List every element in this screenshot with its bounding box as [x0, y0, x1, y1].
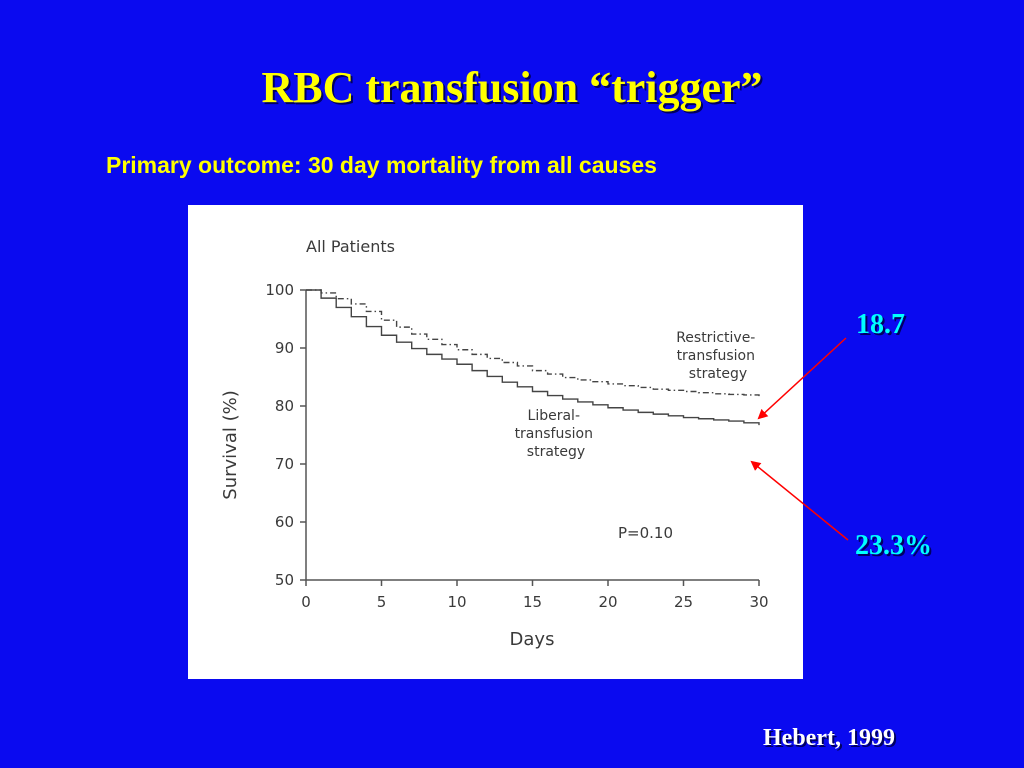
x-tick-label: 30 [749, 593, 768, 611]
x-tick-label: 20 [598, 593, 617, 611]
y-tick-label: 90 [275, 339, 294, 357]
citation: Hebert, 1999 [763, 725, 895, 751]
liberal-label-line: Liberal- [528, 408, 580, 424]
restrictive-label-line: strategy [689, 366, 747, 382]
p-value-annotation: P=0.10 [618, 524, 673, 542]
y-tick-label: 70 [275, 455, 294, 473]
slide-title: RBC transfusion “trigger” [261, 63, 763, 112]
x-tick-label: 10 [447, 593, 466, 611]
x-tick-label: 0 [301, 593, 311, 611]
liberal-series-label: Liberal- transfusion strategy [515, 408, 598, 460]
x-tick-label: 15 [523, 593, 542, 611]
restrictive-mortality-callout: 18.7 [856, 309, 905, 340]
x-tick-label: 25 [674, 593, 693, 611]
chart-panel-title: All Patients [306, 237, 395, 256]
slide-subtitle: Primary outcome: 30 day mortality from a… [106, 152, 657, 178]
restrictive-series-label: Restrictive- transfusion strategy [676, 330, 760, 382]
y-tick-label: 80 [275, 397, 294, 415]
restrictive-survival-line [306, 289, 760, 397]
y-tick-label: 50 [275, 571, 294, 589]
restrictive-label-line: transfusion [677, 348, 755, 364]
y-axis-label: Survival (%) [220, 390, 241, 499]
liberal-mortality-callout: 23.3% [855, 530, 932, 561]
liberal-survival-line [306, 289, 760, 426]
y-tick-label: 60 [275, 513, 294, 531]
chart-axes: 0 5 10 15 20 25 30 50 60 70 80 90 100 [265, 281, 768, 611]
liberal-label-line: transfusion [515, 426, 593, 442]
survival-chart: All Patients 0 5 10 15 20 25 30 50 60 70 80 90 100 D… [220, 237, 769, 650]
restrictive-label-line: Restrictive- [676, 330, 755, 346]
survival-chart-panel: All Patients 0 5 10 15 20 25 30 50 60 70 80 90 100 D… [188, 205, 803, 679]
x-axis-label: Days [510, 629, 555, 650]
y-tick-label: 100 [265, 281, 294, 299]
x-tick-label: 5 [377, 593, 387, 611]
liberal-label-line: strategy [527, 444, 585, 460]
chart-series-layer [306, 289, 760, 426]
